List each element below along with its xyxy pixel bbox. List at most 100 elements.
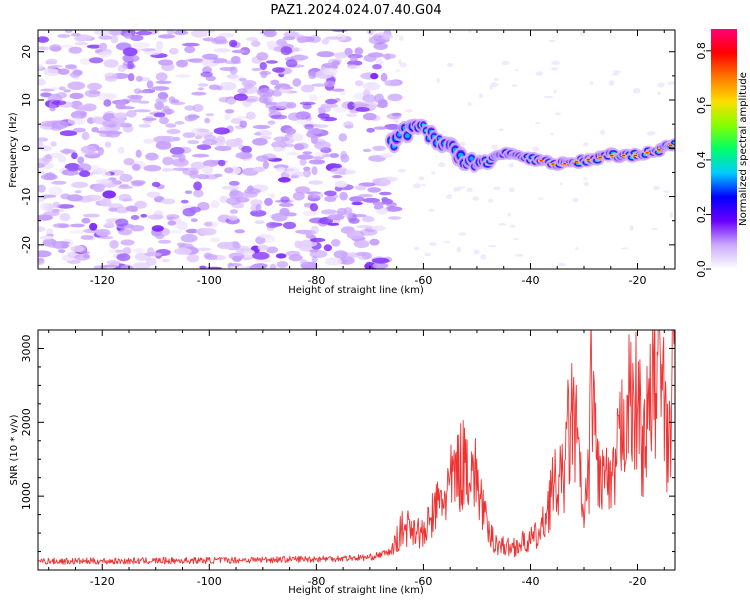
heatmap-noise-blob (115, 249, 124, 253)
heatmap-faint-blob (580, 31, 585, 36)
heatmap-faint-blob (572, 197, 579, 203)
heatmap-faint-blob (490, 82, 498, 88)
heatmap-noise-blob (317, 106, 332, 113)
heatmap-faint-blob (548, 40, 557, 43)
heatmap-noise-blob (254, 220, 265, 225)
heatmap-faint-blob (515, 69, 519, 71)
heatmap-noise-blob (130, 215, 140, 220)
heatmap-peak-mark (562, 163, 567, 165)
heatmap-faint-blob (557, 262, 567, 267)
heatmap-noise-blob (47, 93, 63, 103)
heatmap-noise-blob (205, 75, 216, 82)
heatmap-faint-blob (399, 62, 407, 68)
heatmap-noise-blob (264, 197, 273, 206)
heatmap-noise-blob (132, 262, 151, 269)
heatmap-noise-blob (309, 217, 326, 224)
heatmap-noise-blob (271, 212, 288, 222)
spectrogram-frame (37, 29, 676, 270)
heatmap-faint-blob (493, 77, 499, 81)
heatmap-noise-blob (309, 250, 328, 258)
heatmap-noise-blob (356, 225, 373, 229)
heatmap-noise-blob (230, 117, 243, 124)
x-tick-label: -60 (414, 575, 432, 588)
heatmap-noise-blob (137, 100, 150, 104)
heatmap-noise-blob (245, 111, 256, 120)
heatmap-noise-blob (349, 55, 358, 62)
heatmap-noise-blob (333, 106, 346, 113)
heatmap-noise-blob (161, 258, 170, 263)
heatmap-noise-blob (92, 116, 101, 124)
heatmap-noise-blob (331, 30, 348, 33)
heatmap-faint-blob (418, 176, 425, 181)
heatmap-noise-blob (48, 186, 63, 196)
heatmap-noise-blob (249, 264, 265, 269)
heatmap-noise-blob (167, 30, 175, 35)
heatmap-noise-blob (309, 94, 318, 102)
heatmap-noise-blob (58, 249, 66, 254)
heatmap-noise-blob (280, 196, 290, 203)
heatmap-faint-blob (550, 67, 559, 71)
heatmap-noise-blob (86, 44, 102, 49)
heatmap-noise-blob (60, 44, 74, 48)
heatmap-noise-blob (162, 105, 170, 113)
x-tick-label: -20 (629, 575, 647, 588)
heatmap-noise-blob (38, 137, 49, 142)
heatmap-noise-blob (269, 263, 277, 269)
heatmap-noise-blob (316, 51, 335, 58)
heatmap-noise-blob (117, 185, 133, 189)
heatmap-noise-blob (38, 197, 45, 203)
x-tick-label: -80 (307, 575, 325, 588)
heatmap-noise-blob (258, 233, 272, 239)
heatmap-noise-blob (229, 209, 238, 214)
heatmap-noise-blob (272, 67, 285, 73)
heatmap-noise-blob (344, 47, 353, 56)
heatmap-noise-blob (178, 153, 186, 163)
heatmap-faint-blob (508, 163, 514, 168)
heatmap-faint-blob (551, 60, 560, 66)
heatmap-noise-blob (197, 201, 210, 211)
heatmap-ridge-mark (469, 156, 474, 161)
heatmap-faint-blob (606, 161, 613, 164)
heatmap-noise-blob (362, 112, 377, 121)
heatmap-noise-blob (205, 113, 215, 117)
heatmap-noise-blob (332, 175, 343, 179)
heatmap-noise-blob (224, 167, 234, 174)
snr-y-ticks: 1000 2000 3000 (20, 334, 675, 553)
heatmap-noise-blob (299, 101, 316, 106)
heatmap-noise-blob (104, 75, 118, 82)
heatmap-noise-blob (362, 197, 380, 203)
heatmap-noise-blob (118, 228, 133, 236)
heatmap-noise-blob (82, 213, 100, 218)
heatmap-noise-blob (145, 152, 159, 161)
heatmap-noise-blob (185, 228, 199, 234)
heatmap-noise-blob (182, 167, 199, 176)
heatmap-noise-blob (151, 86, 170, 91)
heatmap-noise-blob (190, 161, 206, 170)
heatmap-noise-blob (325, 98, 338, 105)
heatmap-noise-blob (132, 248, 146, 253)
heatmap-noise-blob (93, 265, 108, 269)
y-tick-label: 20 (20, 45, 33, 59)
heatmap-noise-blob (317, 113, 330, 119)
heatmap-noise-blob (379, 176, 398, 182)
heatmap-noise-blob (346, 113, 358, 117)
heatmap-noise-blob (73, 70, 82, 76)
heatmap-noise-blob (203, 134, 216, 141)
heatmap-noise-blob (84, 89, 101, 98)
colorbar-gradient (711, 29, 737, 269)
heatmap-noise-blob (205, 174, 219, 180)
heatmap-noise-blob (101, 171, 112, 177)
heatmap-noise-blob (372, 262, 389, 269)
heatmap-noise-blob (38, 158, 50, 166)
heatmap-noise-blob (70, 32, 81, 37)
heatmap-noise-blob (292, 78, 302, 87)
heatmap-noise-blob (257, 244, 269, 251)
heatmap-noise-blob (89, 57, 104, 64)
heatmap-noise-blob (202, 37, 217, 42)
heatmap-noise-blob (38, 78, 46, 86)
heatmap-noise-blob (251, 67, 262, 72)
heatmap-peak-mark (551, 163, 555, 165)
heatmap-noise-blob (252, 251, 270, 260)
heatmap-noise-blob (388, 216, 402, 220)
heatmap-noise-blob (229, 39, 238, 48)
